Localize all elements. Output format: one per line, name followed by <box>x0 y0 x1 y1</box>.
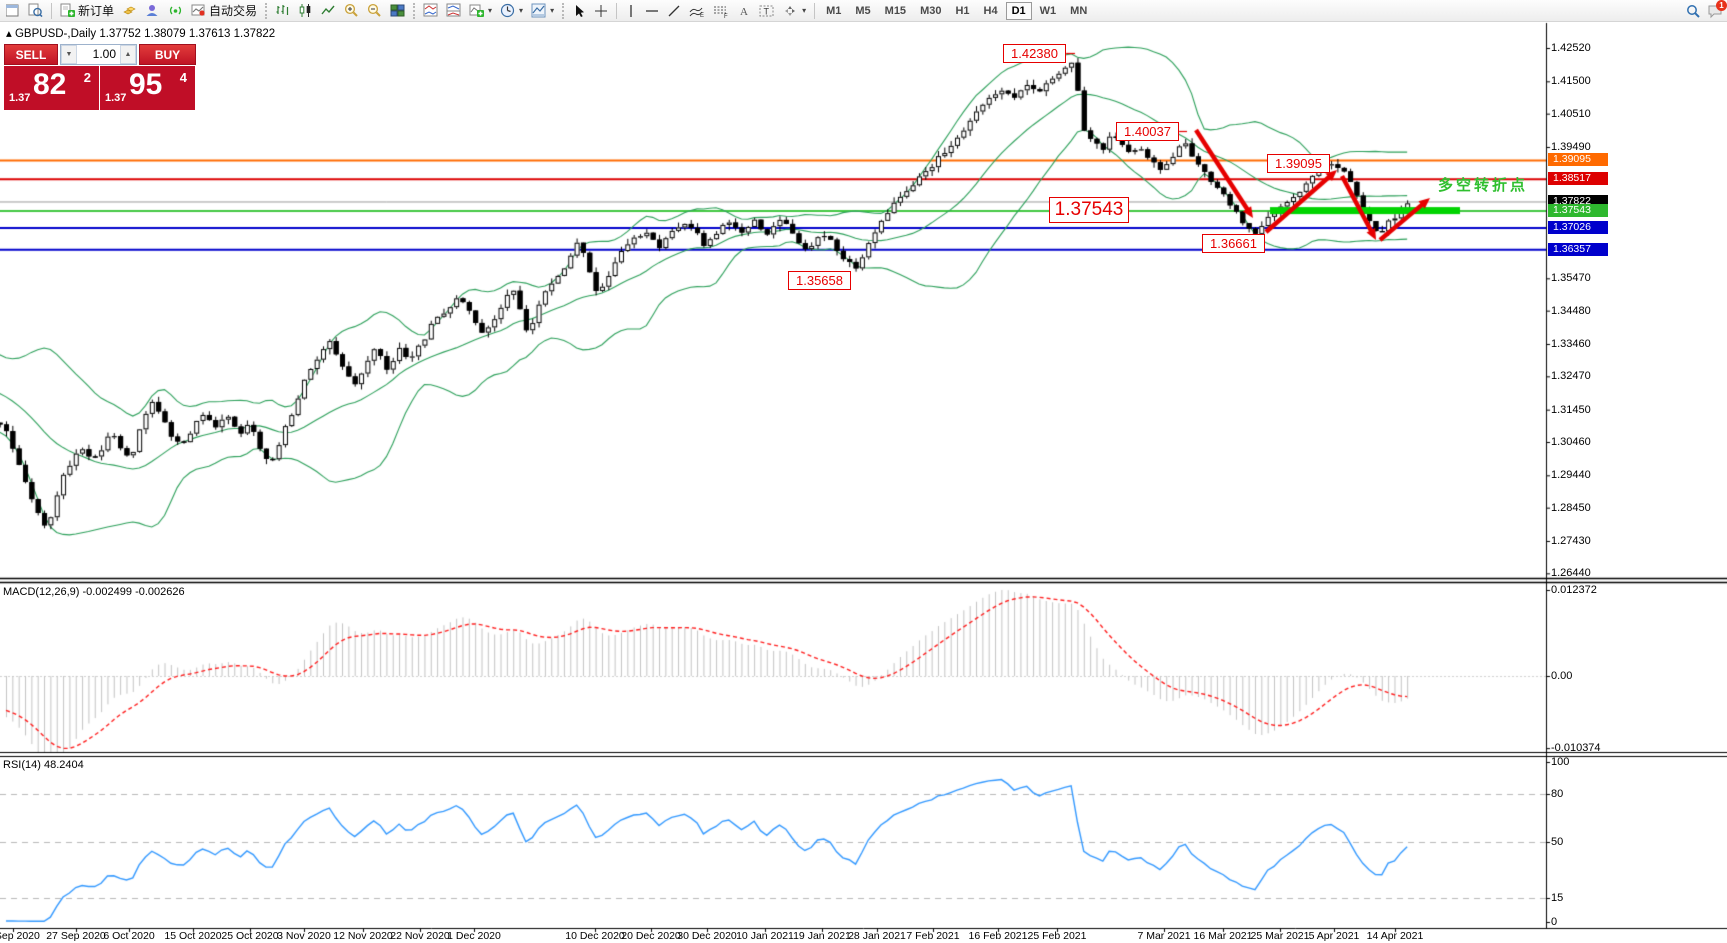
sell-price-prefix: 1.37 <box>9 92 31 104</box>
volume-decrease-button[interactable]: ▼ <box>61 45 77 64</box>
date-axis-label: 15 Oct 2020 <box>164 930 222 942</box>
price-axis-label: 1.39490 <box>1551 140 1591 153</box>
date-axis-label: 5 Apr 2021 <box>1308 930 1360 942</box>
volume-stepper: ▼ 1.00 ▲ <box>60 44 137 65</box>
date-axis-label: 7 Sep 2020 <box>0 930 40 942</box>
price-axis-label: 1.29440 <box>1551 469 1591 482</box>
price-axis-label: 1.42520 <box>1551 42 1591 54</box>
date-axis-label: 3 Nov 2020 <box>277 930 331 942</box>
chart-title: ▴ GBPUSD-,Daily 1.37752 1.38079 1.37613 … <box>6 26 275 40</box>
sell-price-main: 82 <box>33 68 67 101</box>
sell-price-panel[interactable]: 1.37 82 2 <box>4 66 99 110</box>
buy-price-pip: 4 <box>179 70 187 85</box>
volume-input[interactable]: 1.00 <box>92 47 116 61</box>
date-axis-label: 1 Dec 2020 <box>447 930 501 942</box>
date-axis-label: 7 Mar 2021 <box>1137 930 1191 942</box>
sell-button[interactable]: SELL <box>4 44 58 65</box>
date-axis-label: 25 Mar 2021 <box>1250 930 1310 942</box>
price-axis-label: 1.40510 <box>1551 107 1591 120</box>
price-axis-label: 1.34480 <box>1551 304 1591 317</box>
date-axis-label: 27 Sep 2020 <box>46 930 106 942</box>
date-axis-label: 14 Apr 2021 <box>1366 930 1424 942</box>
date-axis-label: 12 Nov 2020 <box>333 930 393 942</box>
one-click-trade-panel: SELL ▼ 1.00 ▲ BUY 1.37 82 2 1.37 95 4 <box>4 44 196 110</box>
rsi-axis-label: 50 <box>1551 836 1564 848</box>
price-tag: 1.39095 <box>1548 153 1608 167</box>
price-axis-label: 1.27430 <box>1551 534 1591 547</box>
volume-increase-button[interactable]: ▲ <box>120 45 136 64</box>
macd-indicator-label: MACD(12,26,9) -0.002499 -0.002626 <box>3 586 185 598</box>
date-axis-label: 25 Feb 2021 <box>1027 930 1087 942</box>
buy-price-panel[interactable]: 1.37 95 4 <box>100 66 195 110</box>
date-axis-label: 6 Oct 2020 <box>103 930 155 942</box>
macd-axis-label: 0.00 <box>1551 670 1573 682</box>
date-axis-label: 16 Feb 2021 <box>968 930 1028 942</box>
buy-price-main: 95 <box>129 68 163 101</box>
turning-point-annotation[interactable]: 多空转折点 <box>1438 177 1529 194</box>
price-annotation-box[interactable]: 1.37543 <box>1049 197 1129 223</box>
sell-price-pip: 2 <box>83 70 91 85</box>
price-tag: 1.37543 <box>1548 204 1608 218</box>
chart-symbol-period: GBPUSD-,Daily <box>14 28 97 40</box>
date-axis-label: 10 Dec 2020 <box>565 930 625 942</box>
price-axis-label: 1.28450 <box>1551 501 1591 514</box>
buy-button[interactable]: BUY <box>139 44 196 65</box>
price-annotation-box[interactable]: 1.40037 <box>1116 122 1179 141</box>
rsi-indicator-label: RSI(14) 48.2404 <box>3 759 84 771</box>
date-axis-label: 20 Dec 2020 <box>621 930 681 942</box>
date-axis-label: 7 Feb 2021 <box>906 930 960 942</box>
price-axis-label: 1.33460 <box>1551 337 1591 350</box>
collapse-marker-icon[interactable]: ▴ <box>6 28 12 40</box>
date-axis-label: 16 Mar 2021 <box>1193 930 1253 942</box>
date-axis-label: 28 Jan 2021 <box>848 930 906 942</box>
rsi-axis-label: 0 <box>1551 916 1558 928</box>
rsi-axis-label: 80 <box>1551 788 1564 800</box>
price-axis-label: 1.30460 <box>1551 436 1591 448</box>
price-axis-label: 1.32470 <box>1551 370 1591 383</box>
macd-axis-label: 0.012372 <box>1551 584 1597 596</box>
rsi-axis-label: 100 <box>1551 756 1570 768</box>
price-axis-label: 1.41500 <box>1551 75 1591 88</box>
price-tag: 1.37026 <box>1548 220 1608 234</box>
date-axis-label: 30 Dec 2020 <box>677 930 737 942</box>
rsi-axis-label: 15 <box>1551 892 1564 904</box>
price-tag: 1.36357 <box>1548 242 1608 256</box>
date-axis-label: 25 Oct 2020 <box>221 930 279 942</box>
price-annotation-box[interactable]: 1.35658 <box>788 271 851 290</box>
price-axis-label: 1.26440 <box>1551 567 1591 580</box>
price-axis-label: 1.31450 <box>1551 403 1591 416</box>
macd-axis-label: -0.010374 <box>1551 742 1601 755</box>
price-tag: 1.38517 <box>1548 172 1608 186</box>
date-axis-label: 22 Nov 2020 <box>390 930 450 942</box>
buy-price-prefix: 1.37 <box>105 92 127 104</box>
date-axis-label: 19 Jan 2021 <box>793 930 851 942</box>
price-axis-label: 1.35470 <box>1551 272 1591 285</box>
date-axis-label: 10 Jan 2021 <box>736 930 794 942</box>
price-annotation-box[interactable]: 1.42380 <box>1003 44 1066 63</box>
price-annotation-box[interactable]: 1.36661 <box>1202 234 1265 253</box>
chart-ohlc-values: 1.37752 1.38079 1.37613 1.37822 <box>99 28 276 40</box>
price-annotation-box[interactable]: 1.39095 <box>1267 154 1330 173</box>
